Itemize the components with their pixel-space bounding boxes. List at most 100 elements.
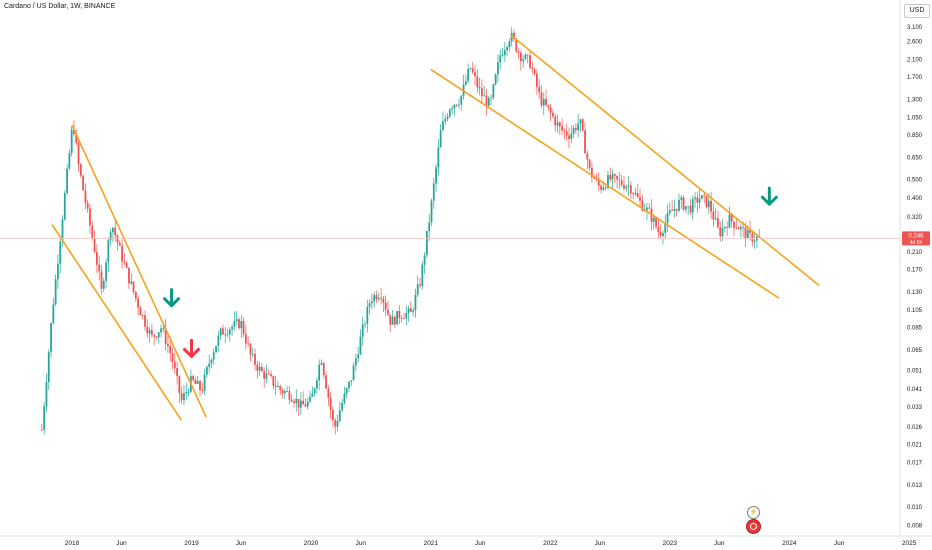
- arrow-head: [183, 347, 200, 358]
- currency-button[interactable]: USD: [904, 4, 930, 18]
- candle-body: [327, 388, 330, 398]
- green-down-arrow-icon: [163, 288, 181, 308]
- candle-body: [542, 98, 545, 106]
- candle-body: [423, 255, 426, 265]
- candle-body: [350, 380, 353, 382]
- candle-body: [93, 237, 96, 253]
- candle-body: [265, 373, 268, 379]
- y-tick-label: 0.033: [907, 405, 923, 411]
- candle-body: [183, 393, 185, 401]
- candle-body: [66, 168, 68, 194]
- candle-body: [290, 399, 293, 402]
- candle-body: [185, 391, 188, 394]
- x-tick-label: 2020: [304, 540, 319, 547]
- candle-body: [398, 311, 401, 319]
- candle-body: [407, 308, 410, 313]
- candle-body: [419, 284, 421, 286]
- candle-body: [689, 205, 692, 213]
- y-tick-label: 1.700: [907, 75, 923, 81]
- x-tick-label: 2021: [424, 540, 439, 547]
- candle-body: [712, 211, 715, 220]
- y-tick-label: 0.051: [907, 368, 923, 374]
- candle-body: [208, 363, 211, 368]
- candle-body: [176, 368, 178, 377]
- candle-body: [375, 294, 378, 300]
- candle-body: [258, 366, 261, 371]
- candle-body: [414, 294, 417, 311]
- candle-body: [625, 186, 628, 189]
- candle-body: [563, 130, 566, 132]
- candle-body: [89, 208, 91, 226]
- candle-body: [288, 391, 291, 400]
- candle-body: [178, 376, 181, 394]
- candle-body: [297, 398, 300, 408]
- candle-body: [393, 316, 396, 325]
- y-tick-label: 0.850: [907, 133, 923, 139]
- candle-body: [157, 332, 160, 338]
- candle-body: [73, 129, 75, 134]
- candle-body: [602, 187, 605, 190]
- candle-body: [632, 193, 635, 195]
- y-tick-label: 0.500: [907, 177, 923, 183]
- candle-body: [348, 381, 350, 389]
- y-tick-label: 0.105: [907, 308, 923, 314]
- y-tick-label: 0.026: [907, 425, 923, 431]
- candle-body: [591, 167, 593, 178]
- candle-body: [107, 239, 110, 263]
- candle-body: [588, 159, 591, 168]
- candle-body: [675, 208, 678, 211]
- candle-body: [533, 69, 536, 74]
- candle-body: [235, 319, 238, 322]
- candle-body: [167, 343, 169, 347]
- candle-body: [169, 346, 172, 354]
- flag-icon[interactable]: [746, 519, 761, 534]
- candle-body: [673, 208, 676, 211]
- candle-body: [448, 109, 451, 117]
- candle-body: [242, 320, 245, 335]
- candle-body: [125, 262, 128, 268]
- candle-body: [446, 116, 449, 119]
- candle-body: [739, 226, 742, 230]
- candle-body: [648, 207, 651, 209]
- candle-body: [205, 367, 208, 375]
- lightning-icon[interactable]: ⚡: [747, 506, 760, 519]
- candle-body: [691, 199, 694, 213]
- candle-body: [623, 184, 625, 189]
- candle-body: [476, 76, 479, 88]
- candle-body: [359, 336, 362, 355]
- candle-body: [233, 321, 236, 327]
- candle-body: [329, 397, 332, 410]
- candle-body: [304, 404, 307, 407]
- candle-body: [494, 74, 497, 85]
- candle-body: [501, 55, 504, 56]
- y-tick-label: 1.050: [907, 115, 923, 121]
- candle-body: [455, 104, 458, 106]
- candle-body: [277, 386, 279, 387]
- chart-title: Cardano / US Dollar, 1W, BINANCE: [4, 3, 116, 10]
- last-price-countdown: 4d 5h: [910, 240, 923, 246]
- candle-body: [384, 302, 387, 310]
- candle-body: [609, 175, 612, 180]
- candle-body: [313, 388, 316, 394]
- candle-body: [437, 147, 440, 168]
- arrow-head: [163, 297, 181, 308]
- y-tick-label: 0.130: [907, 290, 923, 296]
- y-tick-label: 0.013: [907, 483, 923, 489]
- candle-body: [389, 314, 392, 325]
- candle-body: [361, 324, 364, 337]
- candle-body: [61, 219, 64, 242]
- candle-body: [742, 226, 745, 228]
- candle-body: [565, 131, 568, 136]
- y-tick-label: 0.650: [907, 156, 923, 162]
- candle-body: [160, 328, 162, 333]
- candle-body: [150, 330, 153, 335]
- candle-body: [192, 376, 195, 380]
- candle-body: [57, 263, 59, 280]
- candle-body: [144, 315, 146, 327]
- candle-body: [561, 126, 564, 131]
- candle-body: [430, 200, 433, 223]
- candle-body: [710, 200, 712, 212]
- y-tick-label: 2.100: [907, 57, 923, 63]
